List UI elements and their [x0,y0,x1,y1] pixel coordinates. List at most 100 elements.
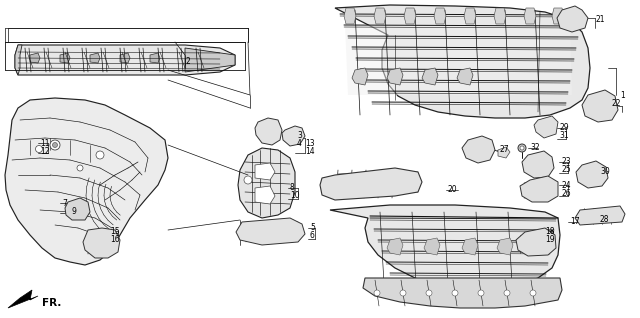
Polygon shape [516,228,556,256]
Polygon shape [387,238,403,255]
Polygon shape [15,45,235,75]
Ellipse shape [52,142,58,148]
Ellipse shape [452,290,458,296]
Polygon shape [464,8,476,24]
Ellipse shape [77,165,83,171]
Polygon shape [387,68,403,85]
Polygon shape [374,8,386,24]
Polygon shape [352,68,368,85]
Polygon shape [534,116,558,138]
Polygon shape [150,53,160,63]
Text: 4: 4 [297,139,302,148]
Text: 30: 30 [600,167,610,176]
Polygon shape [404,8,416,24]
Polygon shape [65,198,90,220]
Polygon shape [424,238,440,255]
Ellipse shape [96,151,104,159]
Ellipse shape [244,176,252,184]
Polygon shape [335,5,590,118]
Text: 6: 6 [310,232,315,240]
Text: 29: 29 [559,123,568,133]
Polygon shape [236,218,305,245]
Polygon shape [320,168,422,200]
Text: 13: 13 [305,139,315,148]
Polygon shape [255,163,275,180]
Polygon shape [497,238,513,255]
Polygon shape [576,161,608,188]
Polygon shape [462,238,478,255]
Text: 9: 9 [72,206,77,216]
Polygon shape [83,228,120,258]
Text: FR.: FR. [42,298,61,308]
Text: 16: 16 [110,234,120,244]
Text: 21: 21 [595,16,605,24]
Polygon shape [90,53,100,63]
Polygon shape [238,148,295,218]
Text: 32: 32 [530,143,540,153]
Polygon shape [255,118,282,145]
Text: 3: 3 [297,130,302,140]
Polygon shape [34,144,44,154]
Text: 25: 25 [561,165,571,175]
Text: 28: 28 [600,216,609,225]
Text: 24: 24 [561,181,571,190]
Polygon shape [255,186,275,204]
Polygon shape [282,126,305,146]
Polygon shape [363,278,562,308]
Text: 12: 12 [40,147,49,156]
Text: 26: 26 [561,189,571,197]
Ellipse shape [504,290,510,296]
Ellipse shape [426,290,432,296]
Text: 20: 20 [448,184,458,193]
Text: 2: 2 [185,58,189,66]
Text: 5: 5 [310,224,315,232]
Ellipse shape [374,290,380,296]
Polygon shape [522,151,554,178]
Polygon shape [344,8,356,24]
Polygon shape [582,90,618,122]
Polygon shape [60,53,70,63]
Text: 10: 10 [290,191,300,201]
Polygon shape [524,8,536,24]
Text: 17: 17 [570,218,580,226]
Polygon shape [5,98,168,265]
Text: 27: 27 [499,146,509,155]
Text: 15: 15 [110,226,120,236]
Polygon shape [520,176,558,202]
Polygon shape [575,206,625,225]
Polygon shape [185,48,235,72]
Ellipse shape [400,290,406,296]
Polygon shape [552,8,564,24]
Text: 22: 22 [612,99,621,107]
Polygon shape [330,205,560,288]
Text: 7: 7 [62,198,67,208]
Ellipse shape [50,140,60,150]
Polygon shape [8,290,38,308]
Ellipse shape [588,171,596,179]
Ellipse shape [565,15,575,25]
Polygon shape [120,53,130,63]
Text: 23: 23 [561,157,571,167]
Polygon shape [30,140,48,158]
Text: 14: 14 [305,147,315,156]
Polygon shape [434,8,446,24]
Polygon shape [30,53,40,63]
Text: 18: 18 [545,226,554,236]
Text: 19: 19 [545,234,555,244]
Polygon shape [457,68,473,85]
Text: 8: 8 [290,183,295,192]
Polygon shape [422,68,438,85]
Text: 1: 1 [620,91,625,100]
Polygon shape [462,136,495,163]
Ellipse shape [478,290,484,296]
Ellipse shape [35,146,42,153]
Text: 11: 11 [40,139,49,148]
Polygon shape [345,25,572,95]
Polygon shape [498,147,510,158]
Polygon shape [557,6,588,32]
Text: 31: 31 [559,132,568,141]
Polygon shape [494,8,506,24]
Ellipse shape [518,144,526,152]
Polygon shape [15,45,22,75]
Ellipse shape [530,290,536,296]
